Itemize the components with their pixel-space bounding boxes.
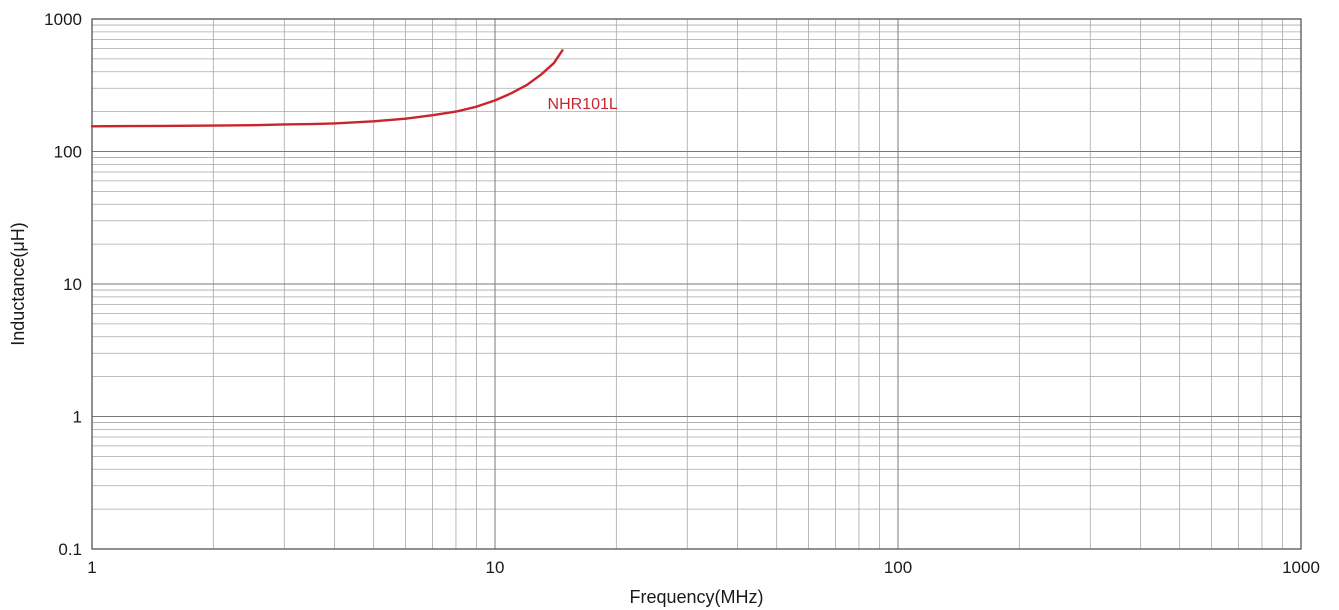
grid bbox=[91, 18, 1302, 550]
y-tick-label: 1000 bbox=[44, 10, 82, 29]
y-tick-label: 0.1 bbox=[58, 540, 82, 559]
x-tick-labels: 1 10 100 1000 bbox=[87, 558, 1320, 577]
y-axis-label: Inductance(μH) bbox=[8, 222, 28, 345]
x-tick-label: 10 bbox=[486, 558, 505, 577]
y-tick-label: 10 bbox=[63, 275, 82, 294]
x-axis-label: Frequency(MHz) bbox=[629, 587, 763, 607]
y-tick-labels: 0.1 1 10 100 1000 bbox=[44, 10, 82, 559]
x-tick-label: 1 bbox=[87, 558, 96, 577]
series-line-nhr101l bbox=[90, 49, 564, 128]
x-tick-label: 1000 bbox=[1282, 558, 1320, 577]
plot-frame bbox=[91, 18, 1302, 550]
x-tick-label: 100 bbox=[884, 558, 912, 577]
y-tick-label: 100 bbox=[54, 143, 82, 162]
series-layer bbox=[90, 49, 564, 128]
y-tick-label: 1 bbox=[73, 408, 82, 427]
series-label-nhr101l: NHR101L bbox=[548, 96, 618, 113]
